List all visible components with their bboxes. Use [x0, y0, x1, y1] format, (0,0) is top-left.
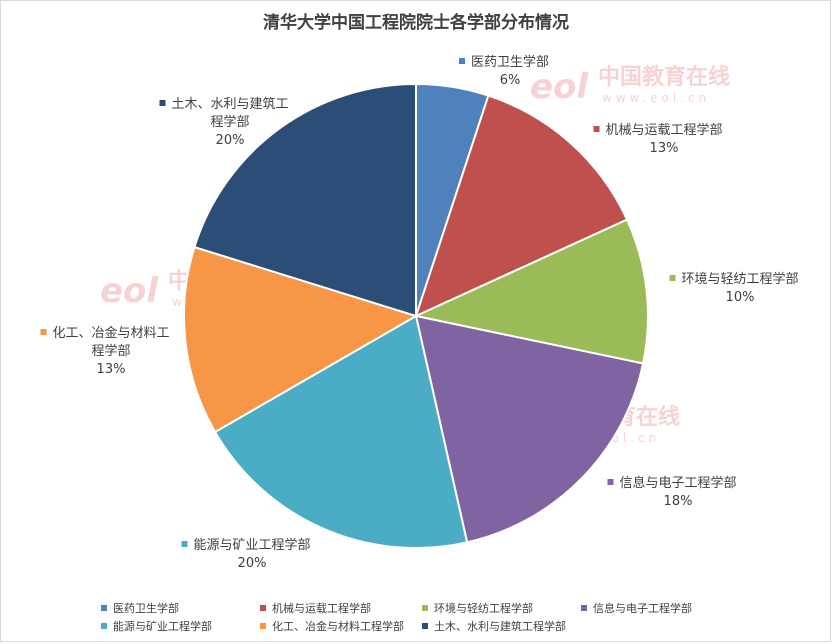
legend-label: 环境与轻纺工程学部 [434, 602, 533, 615]
label-swatch [159, 100, 166, 106]
legend-label: 信息与电子工程学部 [593, 602, 692, 615]
label-category: 程学部 [91, 343, 130, 359]
data-label: 土木、水利与建筑工程学部 20% [159, 96, 289, 148]
legend-item: 信息与电子工程学部 [581, 600, 692, 616]
pie-slice [193, 82, 417, 318]
label-percent: 18% [664, 494, 693, 509]
data-label: 化工、冶金与材料工程学部 13% [40, 325, 170, 377]
label-category: 机械与运载工程学部 [605, 122, 722, 138]
legend-item: 环境与轻纺工程学部 [422, 600, 533, 616]
pie-slice [213, 314, 469, 549]
legend-item: 能源与矿业工程学部 [101, 618, 212, 634]
legend-item: 化工、冶金与材料工程学部 [260, 618, 404, 634]
label-swatch [669, 275, 676, 281]
legend-swatch [422, 623, 428, 629]
label-category: 化工、冶金与材料工 [52, 325, 169, 341]
data-label: 信息与电子工程学部 18% [607, 475, 737, 509]
legend-item: 机械与运载工程学部 [260, 600, 371, 616]
legend-swatch [101, 605, 107, 611]
data-label: 能源与矿业工程学部 20% [181, 537, 311, 571]
svg-text:中国教育在线: 中国教育在线 [598, 64, 730, 90]
legend-label: 能源与矿业工程学部 [113, 620, 212, 633]
data-label: 机械与运载工程学部 13% [593, 122, 723, 156]
svg-text:eol: eol [100, 271, 159, 311]
slice-labels: 医药卫生学部 6% 机械与运载工程学部 13% 环境与轻纺工程学部 10% 信息与电子工程学… [40, 54, 799, 571]
data-label: 环境与轻纺工程学部 10% [669, 271, 799, 305]
label-category: 信息与电子工程学部 [619, 475, 736, 491]
pie-slice [414, 314, 645, 544]
label-swatch [607, 479, 614, 485]
data-label: 医药卫生学部 6% [459, 54, 549, 88]
label-category: 医药卫生学部 [471, 54, 549, 70]
label-swatch [40, 329, 47, 335]
label-percent: 10% [726, 290, 755, 305]
legend-swatch [260, 623, 266, 629]
legend-label: 机械与运载工程学部 [272, 602, 371, 615]
pie-slice [183, 245, 419, 434]
label-swatch [459, 58, 465, 64]
label-swatch [181, 541, 188, 547]
legend-item: 医药卫生学部 [101, 600, 179, 616]
legend-swatch [581, 605, 587, 611]
legend-label: 医药卫生学部 [113, 602, 179, 615]
label-percent: 20% [216, 133, 245, 148]
legend-swatch [101, 623, 107, 629]
svg-text:www.eol.cn: www.eol.cn [602, 91, 710, 105]
label-percent: 20% [238, 556, 267, 571]
legend-label: 化工、冶金与材料工程学部 [272, 620, 404, 633]
label-percent: 13% [97, 362, 126, 377]
pie-slices [183, 82, 649, 549]
legend-item: 土木、水利与建筑工程学部 [422, 618, 566, 634]
label-percent: 13% [650, 141, 679, 156]
legend-label: 土木、水利与建筑工程学部 [434, 620, 566, 633]
label-category: 土木、水利与建筑工 [171, 96, 288, 112]
label-swatch [593, 126, 600, 132]
label-category: 环境与轻纺工程学部 [681, 271, 798, 287]
label-percent: 6% [500, 73, 521, 88]
chart-title: 清华大学中国工程院院士各学部分布情况 [263, 12, 569, 33]
legend-swatch [422, 605, 428, 611]
svg-text:eol: eol [530, 67, 589, 107]
label-category: 程学部 [210, 114, 249, 130]
legend-swatch [260, 605, 266, 611]
label-category: 能源与矿业工程学部 [193, 537, 310, 553]
pie-slice [414, 94, 629, 318]
